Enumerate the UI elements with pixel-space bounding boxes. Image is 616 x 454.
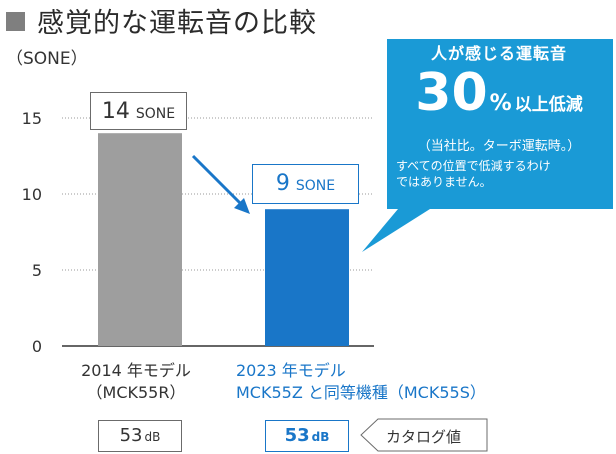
reduction-arrow-head [234, 198, 250, 214]
db-value-2014: 53 dB [98, 420, 182, 452]
category-label-2023: 2023 年モデル MCK55Z と同等機種（MCK55S） [236, 360, 566, 404]
y-tick-label: 15 [22, 109, 42, 128]
title-text: 感覚的な運転音の比較 [37, 7, 317, 39]
callout-big-number: 30 [415, 63, 488, 123]
callout-shape [362, 39, 613, 252]
callout-note: （当社比。ターボ運転時。） [417, 139, 581, 154]
value-label-2014: 14 SONE [90, 92, 187, 130]
callout-big-row: 30 % 以上低減 [388, 66, 610, 132]
value-label-number: 9 [275, 171, 290, 196]
callout-reduction-label: 以上低減 [514, 95, 583, 115]
db-value-unit: dB [311, 430, 330, 444]
category-label-line-2: （MCK55R） [86, 383, 186, 402]
y-tick-label: 0 [32, 337, 42, 356]
callout-percent: % [489, 91, 512, 116]
value-label-unit: SONE [135, 106, 176, 122]
category-label-line-1: 2023 年モデル [236, 361, 346, 380]
callout-disclaimer: すべての位置で低減するわけ ではありません。 [388, 158, 610, 190]
callout-text: 人が感じる運転音 30 % 以上低減 （当社比。ターボ運転時。） すべての位置で… [388, 40, 610, 190]
catalog-tag-shape [360, 418, 488, 452]
category-label-line-1: 2014 年モデル [81, 361, 191, 380]
db-value-2023: 53 dB [265, 420, 349, 452]
title-square-icon [6, 11, 25, 31]
callout-disclaimer-line-2: ではありません。 [396, 175, 492, 189]
y-axis-unit-label: （SONE） [6, 49, 88, 69]
category-label-2014: 2014 年モデル （MCK55R） [62, 360, 210, 404]
y-tick-label: 10 [22, 185, 42, 204]
category-label-line-2: MCK55Z と同等機種（MCK55S） [236, 383, 486, 402]
catalog-label: カタログ値 [386, 428, 462, 446]
callout-disclaimer-line-1: すべての位置で低減するわけ [396, 159, 551, 173]
value-label-unit: SONE [295, 178, 336, 194]
db-value-unit: dB [144, 430, 161, 444]
db-value-number: 53 [119, 425, 143, 446]
y-tick-label: 5 [32, 261, 42, 280]
value-label-2023: 9 SONE [252, 164, 359, 204]
callout-heading: 人が感じる運転音 [430, 44, 567, 63]
db-value-number: 53 [284, 425, 310, 446]
bar-1 [265, 209, 349, 346]
reduction-arrow-line [191, 154, 248, 211]
value-label-number: 14 [101, 99, 130, 124]
bar-0 [98, 133, 182, 346]
chart-title: 感覚的な運転音の比較 [6, 2, 317, 39]
